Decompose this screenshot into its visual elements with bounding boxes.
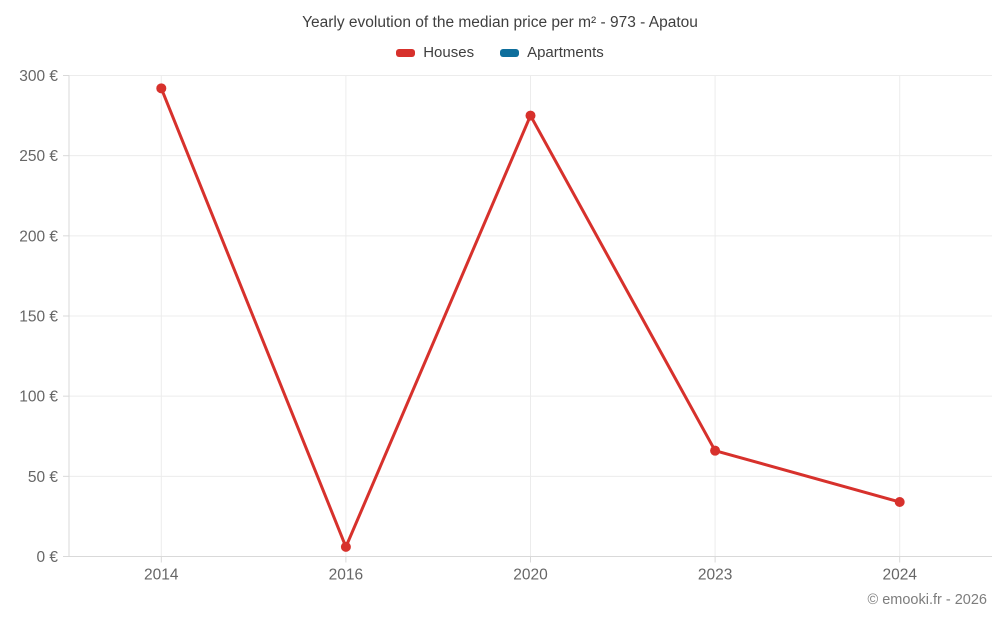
legend-item-apartments[interactable]: Apartments xyxy=(500,44,604,61)
legend-swatch xyxy=(500,48,520,57)
y-tick-label: 100 € xyxy=(19,389,58,406)
data-point-houses[interactable] xyxy=(156,83,167,94)
legend-label: Apartments xyxy=(527,44,604,61)
y-tick-label: 300 € xyxy=(19,68,58,85)
x-tick-label: 2023 xyxy=(698,567,732,584)
x-tick-label: 2014 xyxy=(144,567,179,584)
legend-swatch xyxy=(396,48,416,57)
legend-item-houses[interactable]: Houses xyxy=(396,44,474,61)
legend-label: Houses xyxy=(423,44,475,61)
data-point-houses[interactable] xyxy=(710,445,721,456)
data-point-houses[interactable] xyxy=(894,496,905,507)
data-point-houses[interactable] xyxy=(340,541,351,552)
y-tick-label: 50 € xyxy=(28,469,59,486)
legend: Houses Apartments xyxy=(0,44,1000,61)
y-tick-label: 0 € xyxy=(36,549,58,566)
y-tick-label: 150 € xyxy=(19,309,58,326)
copyright-credit: © emooki.fr - 2026 xyxy=(867,592,987,608)
y-tick-label: 200 € xyxy=(19,228,58,245)
x-tick-label: 2020 xyxy=(513,567,548,584)
chart-title: Yearly evolution of the median price per… xyxy=(302,14,698,31)
x-tick-label: 2016 xyxy=(329,567,363,584)
data-point-houses[interactable] xyxy=(525,110,536,121)
y-tick-label: 250 € xyxy=(19,148,58,165)
x-tick-label: 2024 xyxy=(882,567,917,584)
